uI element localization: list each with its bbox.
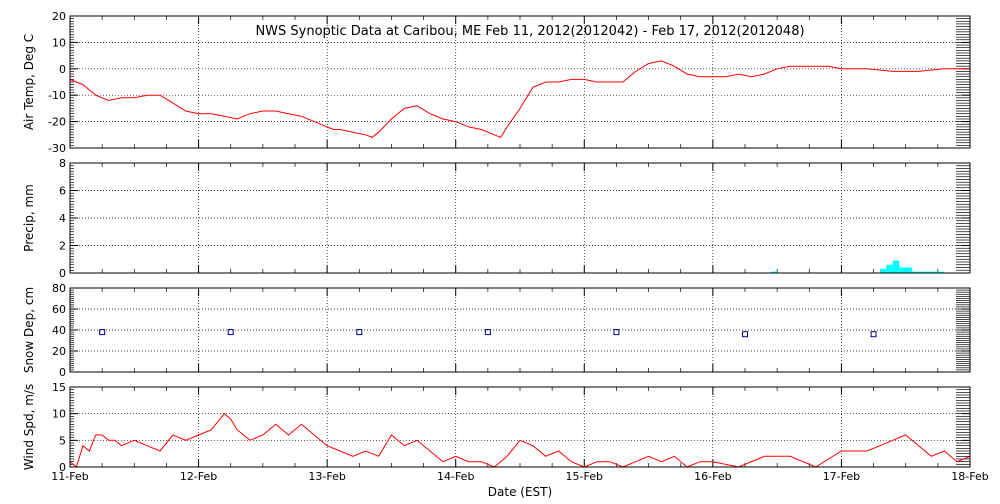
y-tick-label: 8	[59, 157, 66, 170]
x-tick-label: 16-Feb	[694, 470, 731, 483]
x-tick-label: 15-Feb	[566, 470, 603, 483]
precip-bar	[925, 271, 932, 273]
precip-bar	[931, 271, 938, 273]
snow-depth-marker	[99, 329, 106, 336]
y-tick-label: -30	[48, 142, 66, 155]
y-tick-label: 0	[59, 461, 66, 474]
snow-depth-marker	[870, 331, 877, 338]
panel-wind: 0 5 10 15 Wind Spd, m/s 11-Feb 12-Feb 13-Feb 14-…	[22, 381, 989, 483]
precip-bar	[937, 271, 945, 273]
y-axis-label-snow: Snow Dep, cm	[22, 287, 36, 373]
precip-bar	[880, 268, 887, 273]
y-tick-label: 0	[59, 267, 66, 280]
panel-frame-air-temp	[69, 15, 971, 149]
y-tick-label: 2	[59, 240, 66, 253]
series-wind	[70, 412, 970, 467]
y-tick-label: -10	[48, 89, 66, 102]
y-tick-label: 5	[59, 434, 66, 447]
x-axis-label: Date (EST)	[488, 485, 552, 499]
snow-depth-marker	[613, 329, 620, 336]
y-tick-label: 40	[52, 324, 66, 337]
precip-bar	[886, 264, 893, 273]
precip-bar	[918, 271, 925, 273]
y-tick-label: 15	[52, 381, 66, 394]
y-axis-label-wind: Wind Spd, m/s	[22, 384, 36, 470]
precip-bar	[905, 267, 913, 273]
y-tick-label: 10	[52, 36, 66, 49]
y-tick-label: 20	[52, 345, 66, 358]
series-line-air-temp	[70, 60, 970, 139]
series-air-temp	[70, 60, 970, 139]
precip-bar	[770, 271, 778, 273]
y-tick-label: 4	[59, 212, 66, 225]
y-tick-label: 0	[59, 366, 66, 379]
series-precip	[770, 260, 945, 273]
snow-depth-marker	[484, 329, 491, 336]
snow-depth-marker	[742, 331, 748, 338]
panel-frame-snow	[69, 287, 971, 373]
x-tick-label: 12-Feb	[180, 470, 217, 483]
snow-depth-marker	[227, 329, 234, 336]
snow-depth-marker	[356, 329, 363, 336]
precip-bar	[892, 260, 900, 273]
y-tick-label: 20	[52, 10, 66, 23]
precip-bar	[912, 271, 919, 273]
panel-snow: 0 20 40 60 80 Snow Dep, cm	[22, 282, 971, 379]
x-tick-label: 17-Feb	[823, 470, 860, 483]
chart-title: NWS Synoptic Data at Caribou, ME Feb 11,…	[255, 24, 804, 39]
panel-air-temp: -30 -20 -10 0 10 20 Air Temp, Deg C	[22, 10, 971, 155]
y-axis-label-precip: Precip, mm	[22, 184, 36, 252]
series-line-wind	[70, 412, 970, 467]
y-tick-label: 6	[59, 185, 66, 198]
y-tick-label: 0	[59, 63, 66, 76]
x-tick-label: 14-Feb	[437, 470, 474, 483]
x-tick-label: 11-Feb	[51, 470, 88, 483]
panels: -30 -20 -10 0 10 20 Air Temp, Deg C 0 2 4 6 8 Precip…	[22, 10, 989, 483]
panel-frame-precip	[69, 162, 971, 274]
y-tick-label: 80	[52, 282, 66, 295]
x-tick-label: 13-Feb	[308, 470, 345, 483]
series-snow	[99, 329, 877, 338]
y-tick-label: -20	[48, 116, 66, 129]
y-axis-label-air-temp: Air Temp, Deg C	[22, 34, 36, 130]
panel-precip: 0 2 4 6 8 Precip, mm	[22, 157, 971, 280]
panel-frame-wind	[69, 386, 971, 468]
y-tick-label: 10	[52, 408, 66, 421]
x-tick-label: 18-Feb	[951, 470, 988, 483]
precip-bar	[899, 267, 906, 273]
y-tick-label: 60	[52, 303, 66, 316]
